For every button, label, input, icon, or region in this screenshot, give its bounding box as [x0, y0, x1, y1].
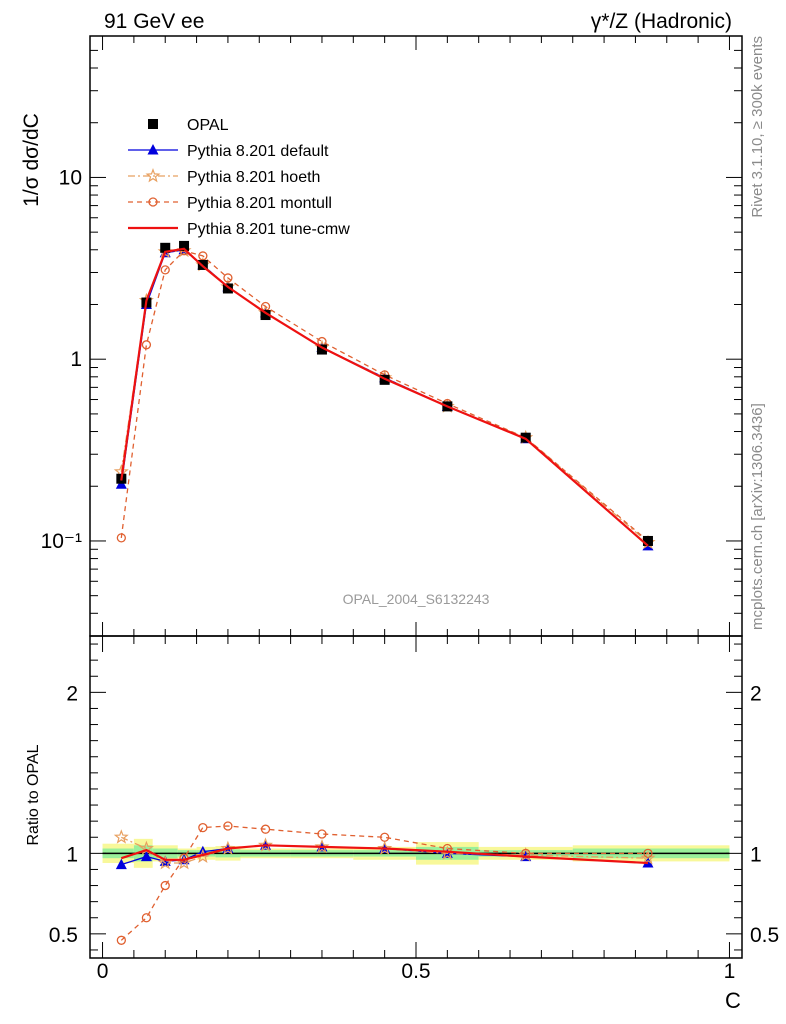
legend-label-4: Pythia 8.201 tune-cmw — [187, 221, 350, 238]
legend-marker-3 — [148, 197, 158, 207]
main-data-point-3 — [179, 240, 190, 251]
ratio-series-0-marker-1 — [140, 850, 152, 862]
main-series-2-marker-0 — [116, 533, 126, 543]
mcplots-reference-label: mcplots.cern.ch [arXiv:1306.3436] — [749, 403, 766, 630]
header-left-label: 91 GeV ee — [104, 10, 204, 33]
main-series-2-marker-4 — [198, 251, 208, 261]
main-series-3-line — [120, 247, 649, 547]
ratio-y-tick-label: 0.5 — [49, 924, 78, 947]
main-series-2-marker-1 — [141, 340, 152, 350]
ratio-series-2-marker-6 — [260, 824, 271, 834]
ratio-y-tick-label-right: 0.5 — [750, 924, 779, 947]
ratio-series-1-marker-2 — [157, 855, 173, 870]
main-data-point-5 — [222, 283, 233, 294]
main-y-tick-label: 1 — [70, 348, 82, 371]
main-series-1-line — [120, 250, 649, 544]
ratio-series-2-marker-11 — [643, 848, 653, 858]
ratio-series-2-marker-5 — [223, 821, 233, 831]
legend-marker-1 — [147, 144, 159, 155]
main-series-0-line — [120, 249, 649, 547]
main-data-point-11 — [642, 535, 653, 546]
ratio-y-axis-label: Ratio to OPAL — [25, 744, 42, 845]
main-series-2-marker-5 — [223, 273, 233, 283]
main-series-2-marker-2 — [160, 265, 170, 275]
ratio-series-1-marker-11 — [640, 850, 656, 865]
main-data-point-7 — [316, 344, 327, 355]
x-axis-label: C — [725, 988, 741, 1013]
main-data-point-2 — [160, 242, 171, 253]
header-right-label: γ*/Z (Hadronic) — [591, 10, 732, 33]
main-panel: 10⁻¹ 1 10 — [41, 35, 742, 637]
ratio-y-tick-label: 1 — [66, 843, 78, 866]
ratio-series-1-marker-7 — [314, 839, 330, 854]
ratio-panel-frame — [89, 635, 743, 959]
ratio-series-2-marker-4 — [198, 822, 208, 833]
x-tick-label: 1 — [724, 960, 736, 983]
legend: OPAL Pythia 8.201 default Pythia 8.201 hoe… — [128, 117, 350, 238]
main-y-tick-label: 10 — [59, 166, 82, 189]
x-tick-label: 0 — [97, 960, 109, 983]
legend-label-1: Pythia 8.201 default — [187, 143, 329, 160]
ratio-series-2-line — [120, 825, 648, 941]
main-data-point-6 — [260, 310, 271, 321]
ratio-series-2-marker-2 — [160, 880, 170, 891]
main-series-2-line — [120, 250, 649, 542]
ratio-series-2-marker-1 — [141, 913, 152, 923]
legend-label-3: Pythia 8.201 montull — [187, 195, 332, 212]
ratio-series-1-marker-3 — [176, 855, 192, 870]
ratio-y-tick-label-right: 1 — [750, 843, 762, 866]
ratio-series-3-line — [120, 844, 649, 865]
ratio-series-1-marker-8 — [377, 840, 393, 855]
main-y-tick-label: 10⁻¹ — [41, 530, 82, 553]
x-tick-label: 0.5 — [401, 960, 430, 983]
ratio-y-tick-label-right: 2 — [750, 682, 762, 705]
legend-label-0: OPAL — [187, 117, 229, 134]
ratio-series-1-marker-6 — [257, 837, 274, 852]
legend-marker-2 — [145, 168, 161, 183]
analysis-id-label: OPAL_2004_S6132243 — [343, 591, 490, 607]
main-y-axis-label: 1/σ dσ/dC — [20, 113, 43, 207]
ratio-series-0-marker-0 — [115, 858, 127, 870]
ratio-series-2-marker-7 — [317, 829, 327, 839]
ratio-y-tick-label: 2 — [66, 682, 78, 705]
rivet-version-label: Rivet 3.1.10, ≥ 300k events — [749, 36, 766, 218]
ratio-series-2-marker-0 — [116, 935, 126, 945]
ratio-series-2-marker-8 — [380, 832, 390, 842]
ratio-series-1-marker-0 — [113, 829, 129, 844]
ratio-series-1-marker-5 — [220, 840, 236, 855]
legend-marker-0 — [148, 119, 158, 129]
ratio-panel: 0.5 0.5 1 1 2 2 0 0.5 1 — [49, 636, 779, 983]
legend-label-2: Pythia 8.201 hoeth — [187, 169, 320, 186]
